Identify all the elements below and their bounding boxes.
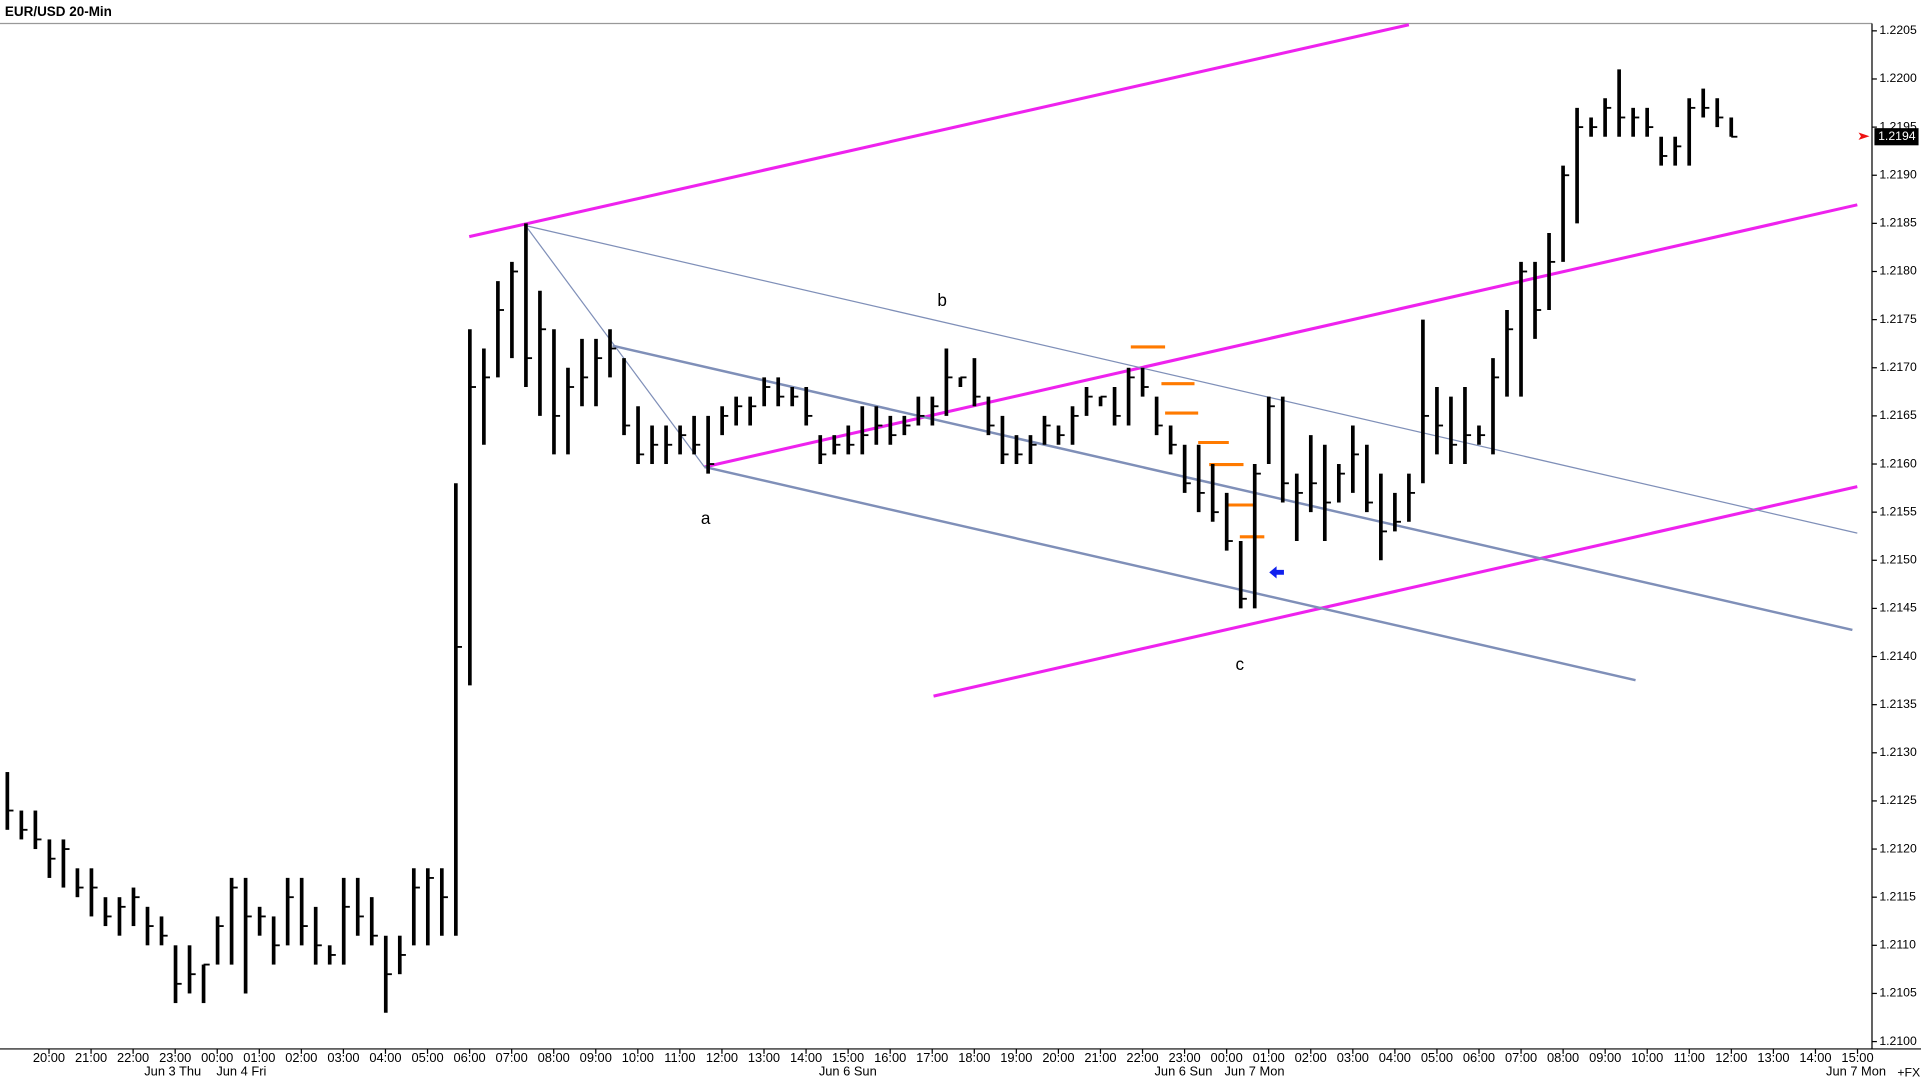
annotation: b (937, 290, 947, 310)
y-tick-label: 1.2155 (1879, 504, 1917, 518)
y-tick-label: 1.2105 (1879, 986, 1917, 1000)
date-label: Jun 7 Mon (1826, 1064, 1886, 1079)
date-label: Jun 7 Mon (1225, 1064, 1285, 1079)
pitchfork-line (704, 465, 1636, 682)
x-tick-label: 22:00 (117, 1050, 149, 1065)
y-tick-label: 1.2150 (1879, 553, 1917, 567)
y-tick-label: 1.2115 (1879, 889, 1916, 903)
date-label: Jun 6 Sun (819, 1064, 877, 1079)
last-price-arrow (1858, 132, 1870, 140)
x-tick-label: 07:00 (496, 1050, 528, 1065)
x-tick-label: 12:00 (1715, 1050, 1747, 1065)
last-price-label: 1.2194 (1878, 129, 1916, 143)
x-tick-label: 19:00 (1000, 1050, 1032, 1065)
pitchfork-line (612, 344, 1853, 632)
x-tick-label: 08:00 (538, 1050, 570, 1065)
x-tick-label: 02:00 (285, 1050, 317, 1065)
x-tick-label: 13:00 (1757, 1050, 1789, 1065)
x-tick-label: 07:00 (1505, 1050, 1537, 1065)
y-tick-label: 1.2205 (1879, 23, 1917, 37)
y-tick-label: 1.2165 (1879, 408, 1917, 422)
x-tick-label: 11:00 (1674, 1050, 1705, 1065)
feed-label: +FX (1897, 1066, 1920, 1080)
x-tick-label: 01:00 (1253, 1050, 1285, 1065)
x-tick-label: 17:00 (916, 1050, 948, 1065)
y-tick-label: 1.2140 (1879, 649, 1917, 663)
annotation: a (701, 508, 711, 528)
x-tick-label: 00:00 (201, 1050, 233, 1065)
y-tick-label: 1.2100 (1879, 1034, 1917, 1048)
trend-line (704, 203, 1858, 469)
x-tick-label: 03:00 (1337, 1050, 1369, 1065)
x-tick-label: 00:00 (1211, 1050, 1243, 1065)
drawings (468, 23, 1870, 698)
x-tick-label: 20:00 (33, 1050, 65, 1065)
x-tick-label: 13:00 (748, 1050, 780, 1065)
y-tick-label: 1.2125 (1879, 793, 1917, 807)
x-tick-label: 04:00 (369, 1050, 401, 1065)
trend-line (468, 23, 1410, 239)
x-tick-label: 05:00 (411, 1050, 443, 1065)
x-tick-label: 08:00 (1547, 1050, 1579, 1065)
x-tick-label: 22:00 (1126, 1050, 1158, 1065)
x-tick-label: 09:00 (1589, 1050, 1621, 1065)
y-tick-label: 1.2160 (1879, 456, 1917, 470)
x-tick-label: 23:00 (159, 1050, 191, 1065)
bars (5, 69, 1738, 1013)
x-tick-label: 02:00 (1295, 1050, 1327, 1065)
y-tick-label: 1.2190 (1879, 167, 1917, 181)
y-tick-label: 1.2170 (1879, 360, 1917, 374)
date-label: Jun 6 Sun (1155, 1064, 1213, 1079)
y-tick-label: 1.2120 (1879, 841, 1917, 855)
y-tick-label: 1.2180 (1879, 264, 1917, 278)
chart-title: EUR/USD 20-Min (5, 4, 112, 19)
x-tick-label: 04:00 (1379, 1050, 1411, 1065)
x-tick-label: 03:00 (327, 1050, 359, 1065)
annotation: c (1236, 654, 1245, 674)
x-tick-label: 18:00 (958, 1050, 990, 1065)
y-tick-label: 1.2145 (1879, 601, 1917, 615)
trend-line (933, 485, 1858, 698)
x-tick-label: 15:00 (1841, 1050, 1873, 1065)
y-tick-label: 1.2110 (1879, 938, 1916, 952)
x-tick-label: 05:00 (1421, 1050, 1453, 1065)
x-tick-label: 09:00 (580, 1050, 612, 1065)
date-label: Jun 3 Thu (144, 1064, 201, 1079)
y-tick-label: 1.2185 (1879, 216, 1917, 230)
x-tick-label: 06:00 (453, 1050, 485, 1065)
x-tick-label: 23:00 (1168, 1050, 1200, 1065)
x-tick-label: 12:00 (706, 1050, 738, 1065)
x-tick-label: 16:00 (874, 1050, 906, 1065)
x-tick-label: 10:00 (1631, 1050, 1663, 1065)
x-tick-label: 21:00 (75, 1050, 107, 1065)
x-tick-label: 10:00 (622, 1050, 654, 1065)
x-tick-label: 21:00 (1084, 1050, 1116, 1065)
x-tick-label: 15:00 (832, 1050, 864, 1065)
x-tick-label: 20:00 (1042, 1050, 1074, 1065)
date-label: Jun 4 Fri (216, 1064, 266, 1079)
y-tick-label: 1.2135 (1879, 697, 1917, 711)
y-tick-label: 1.2130 (1879, 745, 1917, 759)
x-tick-label: 14:00 (1799, 1050, 1831, 1065)
x-tick-label: 01:00 (243, 1050, 275, 1065)
x-tick-label: 11:00 (664, 1050, 695, 1065)
y-tick-label: 1.2200 (1879, 71, 1917, 85)
last-price-box (1874, 128, 1919, 146)
pitchfork-line (525, 225, 1858, 534)
y-tick-label: 1.2175 (1879, 312, 1917, 326)
x-tick-label: 14:00 (790, 1050, 822, 1065)
x-tick-label: 06:00 (1463, 1050, 1495, 1065)
